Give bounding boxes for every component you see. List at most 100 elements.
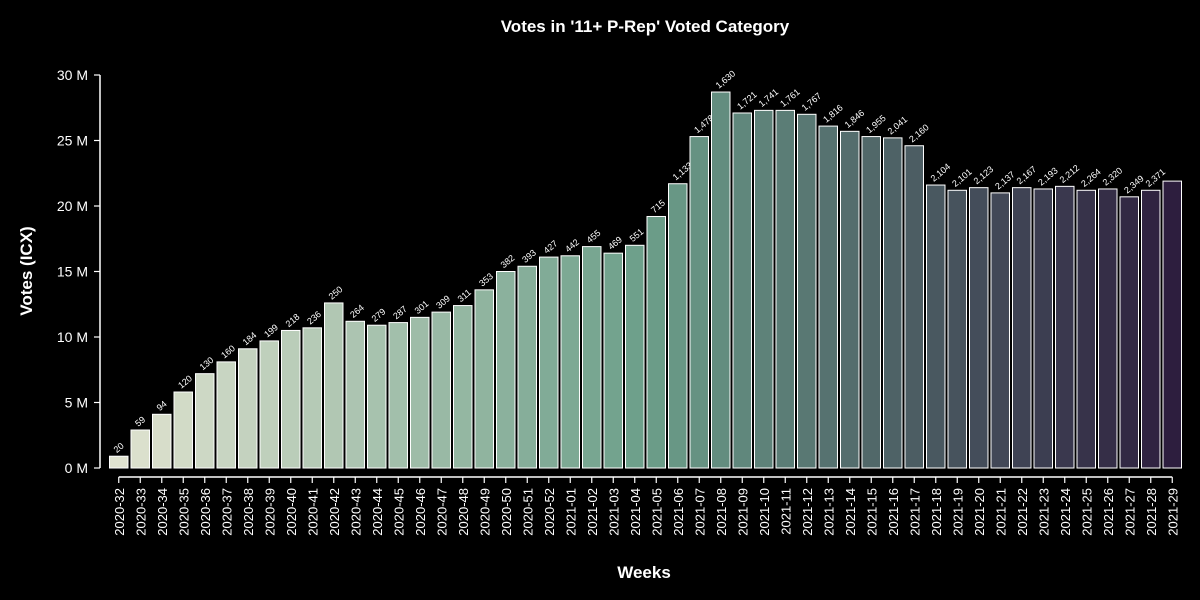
data-label: 2,123 [972, 164, 996, 186]
x-tick-label: 2021-27 [1122, 488, 1137, 536]
bar [517, 265, 537, 469]
bar [560, 255, 580, 469]
bar [689, 136, 709, 469]
data-label: 199 [262, 322, 280, 339]
chart-title: Votes in '11+ P-Rep' Voted Category [501, 17, 790, 36]
data-label: 250 [327, 284, 345, 301]
data-label: 279 [370, 306, 388, 323]
bar [259, 340, 279, 469]
x-tick-label: 2021-02 [585, 488, 600, 536]
data-label: 2,320 [1101, 165, 1125, 187]
data-label: 1,630 [714, 68, 738, 90]
x-tick-label: 2021-29 [1165, 488, 1180, 536]
data-label: 94 [155, 399, 169, 413]
bar [990, 192, 1010, 469]
data-label: 309 [434, 293, 452, 310]
bar [1141, 189, 1161, 469]
x-tick-label: 2021-24 [1058, 488, 1073, 536]
x-tick-label: 2021-20 [972, 488, 987, 536]
plot-area: 0 M 5 M 10 M 15 M 20 M 25 M 30 M 20 2020-32 59 202… [57, 67, 1183, 536]
x-tick-label: 2020-50 [499, 488, 514, 536]
bar [668, 183, 688, 469]
data-label: 160 [219, 343, 237, 360]
x-tick-label: 2021-09 [735, 488, 750, 536]
x-tick-label: 2020-41 [305, 488, 320, 536]
bar [754, 109, 774, 469]
data-label: 120 [176, 373, 194, 390]
data-label: 301 [413, 299, 431, 316]
bar [904, 145, 924, 469]
x-tick-label: 2021-10 [757, 488, 772, 536]
x-tick-label: 2021-19 [950, 488, 965, 536]
x-tick-label: 2021-25 [1079, 488, 1094, 536]
data-label: 442 [563, 237, 581, 254]
bar [969, 187, 989, 469]
data-label: 311 [456, 287, 473, 304]
x-tick-label: 2021-12 [800, 488, 815, 536]
x-tick-label: 2020-44 [370, 488, 385, 536]
x-tick-label: 2020-46 [413, 488, 428, 536]
x-axis-title: Weeks [617, 563, 671, 582]
data-label: 469 [606, 234, 624, 251]
bar [861, 136, 881, 469]
x-tick-label: 2021-26 [1101, 488, 1116, 536]
bar [775, 109, 795, 469]
x-tick-label: 2020-52 [542, 488, 557, 536]
x-tick-label: 2021-21 [993, 488, 1008, 536]
bar [711, 91, 731, 469]
data-label: 1,741 [757, 87, 781, 109]
data-label: 236 [305, 309, 323, 326]
x-tick-label: 2021-11 [778, 488, 793, 535]
x-tick-label: 2021-15 [864, 488, 879, 536]
bar [302, 327, 322, 469]
bar [431, 311, 451, 469]
bar [345, 320, 365, 469]
bar [1119, 196, 1140, 469]
y-tick-label: 25 M [57, 133, 88, 149]
x-tick-label: 2021-13 [821, 488, 836, 536]
x-tick-label: 2021-05 [649, 488, 664, 536]
data-label: 184 [241, 330, 259, 347]
data-label: 1,721 [735, 89, 759, 111]
bar [947, 189, 967, 469]
bar [195, 373, 215, 469]
data-label: 2,212 [1058, 163, 1082, 185]
bar [496, 271, 516, 469]
bar [797, 113, 817, 469]
bar [732, 112, 752, 469]
data-label: 382 [499, 253, 517, 270]
y-tick-label: 20 M [57, 198, 88, 214]
data-label: 218 [284, 312, 302, 329]
data-label: 2,167 [1015, 164, 1039, 186]
bar [818, 125, 838, 469]
bar [367, 324, 387, 469]
x-tick-label: 2020-43 [348, 488, 363, 536]
data-label: 715 [649, 198, 667, 215]
data-label: 2,160 [907, 122, 931, 144]
bar [453, 305, 473, 469]
data-label: 20 [112, 441, 126, 455]
bar [173, 391, 193, 469]
data-label: 1,761 [778, 87, 802, 109]
bar [216, 361, 236, 469]
bar [130, 429, 150, 469]
data-label: 1,767 [800, 91, 824, 113]
data-label: 1,846 [843, 108, 867, 130]
data-label: 59 [133, 414, 147, 428]
bar [539, 256, 559, 469]
x-tick-label: 2021-16 [886, 488, 901, 536]
x-tick-label: 2021-06 [671, 488, 686, 536]
bar [646, 215, 666, 469]
data-label: 551 [628, 227, 646, 244]
bar [603, 252, 623, 469]
data-label: 287 [391, 304, 409, 321]
data-label: 353 [477, 271, 495, 288]
x-tick-label: 2021-01 [563, 488, 578, 536]
y-axis-title: Votes (ICX) [17, 226, 36, 315]
data-label: 455 [585, 228, 603, 245]
x-tick-label: 2020-49 [477, 488, 492, 536]
bar [625, 244, 645, 469]
x-tick-label: 2020-33 [133, 488, 148, 536]
x-tick-label: 2020-39 [262, 488, 277, 536]
x-tick-label: 2020-37 [219, 488, 234, 536]
